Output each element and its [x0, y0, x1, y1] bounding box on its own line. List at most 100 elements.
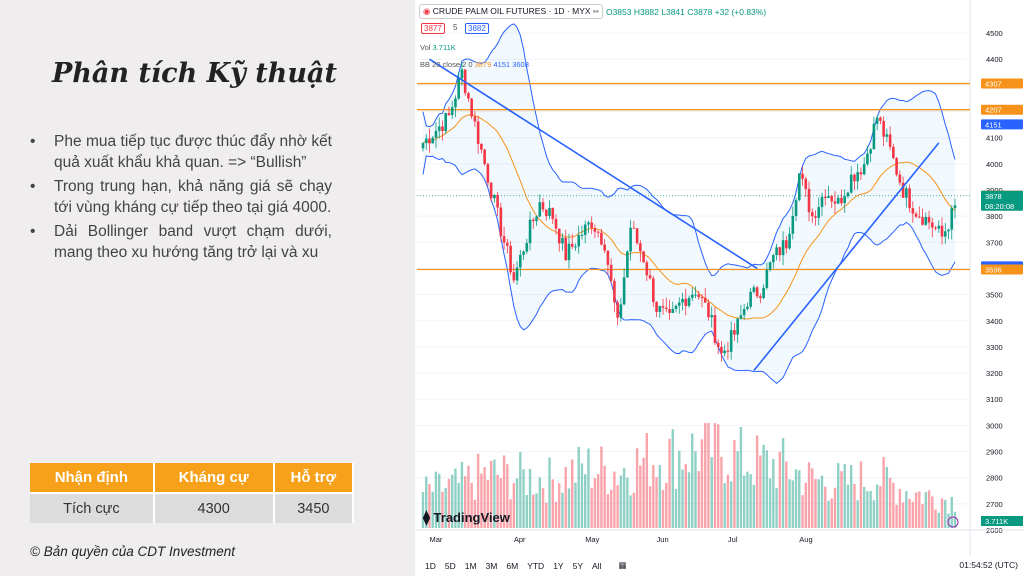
volume-bar [671, 429, 674, 528]
volume-bar [661, 490, 665, 528]
ask-price[interactable]: 3882 [465, 23, 489, 34]
volume-bar [648, 486, 652, 528]
candle-body [937, 225, 941, 229]
volume-bar [840, 471, 843, 528]
symbol-button[interactable]: ◉ CRUDE PALM OIL FUTURES · 1D · MYX ▪▪ [419, 4, 603, 19]
candle-body [596, 231, 600, 233]
volume-bar [444, 487, 447, 528]
candle-body [729, 330, 733, 352]
chart-canvas[interactable]: 2600270028002900300031003200330034003500… [415, 0, 1024, 555]
candle-body [820, 196, 824, 208]
y-tick-label: 3300 [986, 343, 1003, 352]
volume-bar [856, 500, 859, 528]
candle-body [862, 164, 866, 175]
price-tag-label: 4307 [985, 80, 1002, 89]
volume-bar [768, 478, 772, 528]
y-tick-label: 2700 [986, 500, 1003, 509]
candle-body [544, 209, 548, 216]
volume-bar [473, 499, 477, 528]
timeframe-5y[interactable]: 5Y [572, 560, 583, 571]
candle-body [677, 302, 681, 306]
volume-bar [502, 455, 506, 528]
timeframe-1d[interactable]: 1D [425, 560, 436, 571]
x-tick-label: Jul [728, 535, 738, 544]
candle-body [791, 215, 795, 234]
bullet-item: Phe mua tiếp tục được thúc đẩy nhờ kết q… [30, 132, 332, 173]
candle-body [567, 243, 571, 261]
candle-body [892, 146, 895, 159]
y-tick-label: 3100 [986, 395, 1003, 404]
volume-bar [655, 477, 658, 528]
timeframe-all[interactable]: All [592, 560, 602, 571]
volume-bar [684, 464, 687, 528]
candle-body [846, 192, 850, 197]
volume-bar [587, 448, 590, 528]
volume-bar [642, 457, 645, 528]
timeframe-1y[interactable]: 1Y [553, 560, 564, 571]
volume-bar [762, 444, 765, 528]
calendar-icon[interactable]: ▦ [618, 560, 627, 570]
candle-body [447, 113, 451, 116]
candle-body [785, 240, 788, 249]
timeframe-bar: 1D 5D 1M 3M 6M YTD 1Y 5Y All ▦ [415, 555, 1024, 576]
volume-bar [600, 446, 603, 528]
volume-bar [814, 478, 817, 528]
timeframe-3m[interactable]: 3M [485, 560, 498, 571]
candle-body [830, 195, 834, 202]
tradingview-chart[interactable]: 2600 2700 2800 2900 3000 3100 3200 3300 3400 3500… [415, 0, 1024, 576]
utc-clock[interactable]: 01:54:52 (UTC) [959, 560, 1018, 570]
candle-body [444, 113, 448, 132]
volume-bar [729, 481, 733, 528]
candle-body [810, 212, 814, 217]
volume-bar [694, 451, 697, 528]
timeframe-ytd[interactable]: YTD [527, 560, 545, 571]
candle-body [642, 251, 645, 263]
volume-bar [665, 482, 668, 528]
volume-bar [775, 488, 778, 528]
volume-bar [885, 466, 889, 528]
candle-body [528, 219, 532, 244]
slide-panel: Phân tích Kỹ thuật Phe mua tiếp tục được… [0, 0, 415, 576]
bb-upper-line [422, 23, 956, 277]
candle-body [645, 262, 649, 276]
more-icon[interactable]: ▪▪ [592, 6, 599, 16]
bullet-item: Dải Bollinger band vượt chạm dưới, mang … [30, 222, 332, 263]
bullet-item: Trong trung hạn, khả năng giá sẽ chạy tớ… [30, 177, 332, 218]
timeframe-5d[interactable]: 5D [444, 560, 456, 571]
candle-body [694, 294, 697, 296]
timeframe-1m[interactable]: 1M [464, 560, 477, 571]
copyright-text: © Bản quyền của CDT Investment [30, 544, 236, 559]
volume-bar [866, 491, 869, 528]
candle-body [648, 275, 652, 279]
volume-bar [515, 478, 519, 528]
bid-price[interactable]: 3877 [421, 23, 445, 34]
volume-bar [953, 511, 957, 528]
x-tick-label: Apr [514, 535, 526, 544]
volume-bar [528, 469, 532, 528]
candle-body [454, 98, 457, 108]
candle-body [888, 134, 892, 147]
volume-bar [898, 489, 902, 528]
volume-bar [895, 504, 898, 528]
volume-bar [593, 478, 597, 528]
candle-body [626, 251, 629, 278]
volume-bar [486, 479, 490, 528]
volume-bar [606, 494, 610, 528]
candle-body [762, 287, 765, 299]
candle-body [531, 219, 535, 222]
y-tick-label: 2800 [986, 474, 1003, 483]
candle-body [768, 262, 772, 270]
candle-body [496, 195, 499, 208]
candle-body [817, 207, 821, 218]
candle-body [720, 346, 723, 354]
volume-bar [892, 482, 895, 528]
timeframe-6m[interactable]: 6M [506, 560, 519, 571]
volume-bar [454, 468, 457, 528]
volume-bar [726, 474, 730, 528]
volume-bar [691, 433, 694, 528]
bb-basis-line [422, 114, 956, 320]
candle-body [801, 173, 804, 179]
y-tick-label: 3400 [986, 317, 1003, 326]
candle-body [872, 123, 876, 150]
volume-bar [781, 438, 785, 528]
